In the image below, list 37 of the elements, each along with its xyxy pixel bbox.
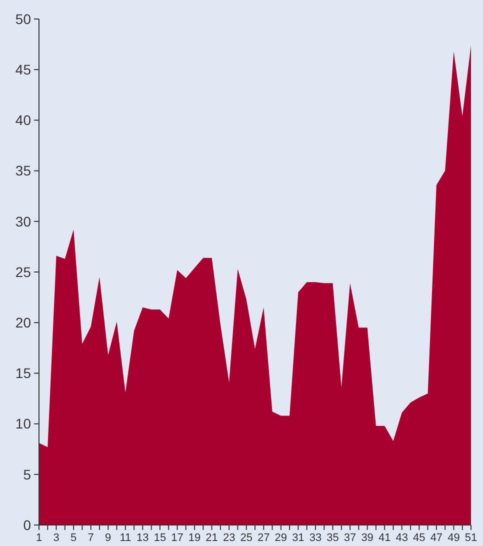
x-tick-label: 23 [222, 532, 236, 544]
x-tick-label: 47 [430, 532, 443, 544]
y-tick-label: 25 [15, 264, 32, 280]
y-tick-label: 50 [15, 10, 32, 27]
x-tick-label: 7 [88, 532, 94, 544]
x-tick-label: 17 [171, 532, 184, 544]
y-tick-label: 5 [23, 466, 32, 482]
x-tick-label: 11 [120, 532, 132, 544]
y-tick-label: 35 [15, 162, 32, 179]
x-tick-label: 45 [413, 532, 426, 544]
x-tick-label: 9 [105, 532, 112, 544]
x-tick-label: 5 [70, 532, 77, 544]
y-tick-label: 40 [15, 112, 32, 128]
y-tick-label: 10 [15, 416, 32, 432]
x-tick-label: 49 [448, 532, 460, 544]
y-tick-label: 30 [15, 213, 32, 230]
x-tick-label: 37 [344, 532, 356, 544]
x-tick-label: 51 [464, 532, 478, 544]
x-tick-label: 3 [53, 532, 60, 544]
y-tick-label: 20 [15, 314, 32, 330]
x-tick-label: 31 [292, 532, 304, 544]
y-tick-label: 45 [15, 62, 32, 78]
x-tick-label: 43 [396, 532, 408, 544]
x-tick-label: 19 [188, 532, 201, 544]
x-tick-label: 1 [36, 532, 42, 544]
x-tick-label: 13 [136, 532, 149, 544]
y-tick-label: 0 [23, 516, 32, 533]
x-tick-label: 27 [258, 532, 270, 544]
x-tick-label: 15 [154, 532, 166, 544]
y-tick-label: 15 [15, 365, 32, 382]
x-tick-label: 39 [361, 532, 374, 544]
x-tick-label: 35 [326, 532, 339, 544]
x-tick-label: 25 [240, 532, 252, 544]
x-tick-label: 29 [274, 532, 288, 544]
x-tick-label: 21 [206, 532, 218, 544]
x-tick-label: 33 [309, 532, 322, 544]
x-tick-label: 41 [378, 532, 391, 544]
